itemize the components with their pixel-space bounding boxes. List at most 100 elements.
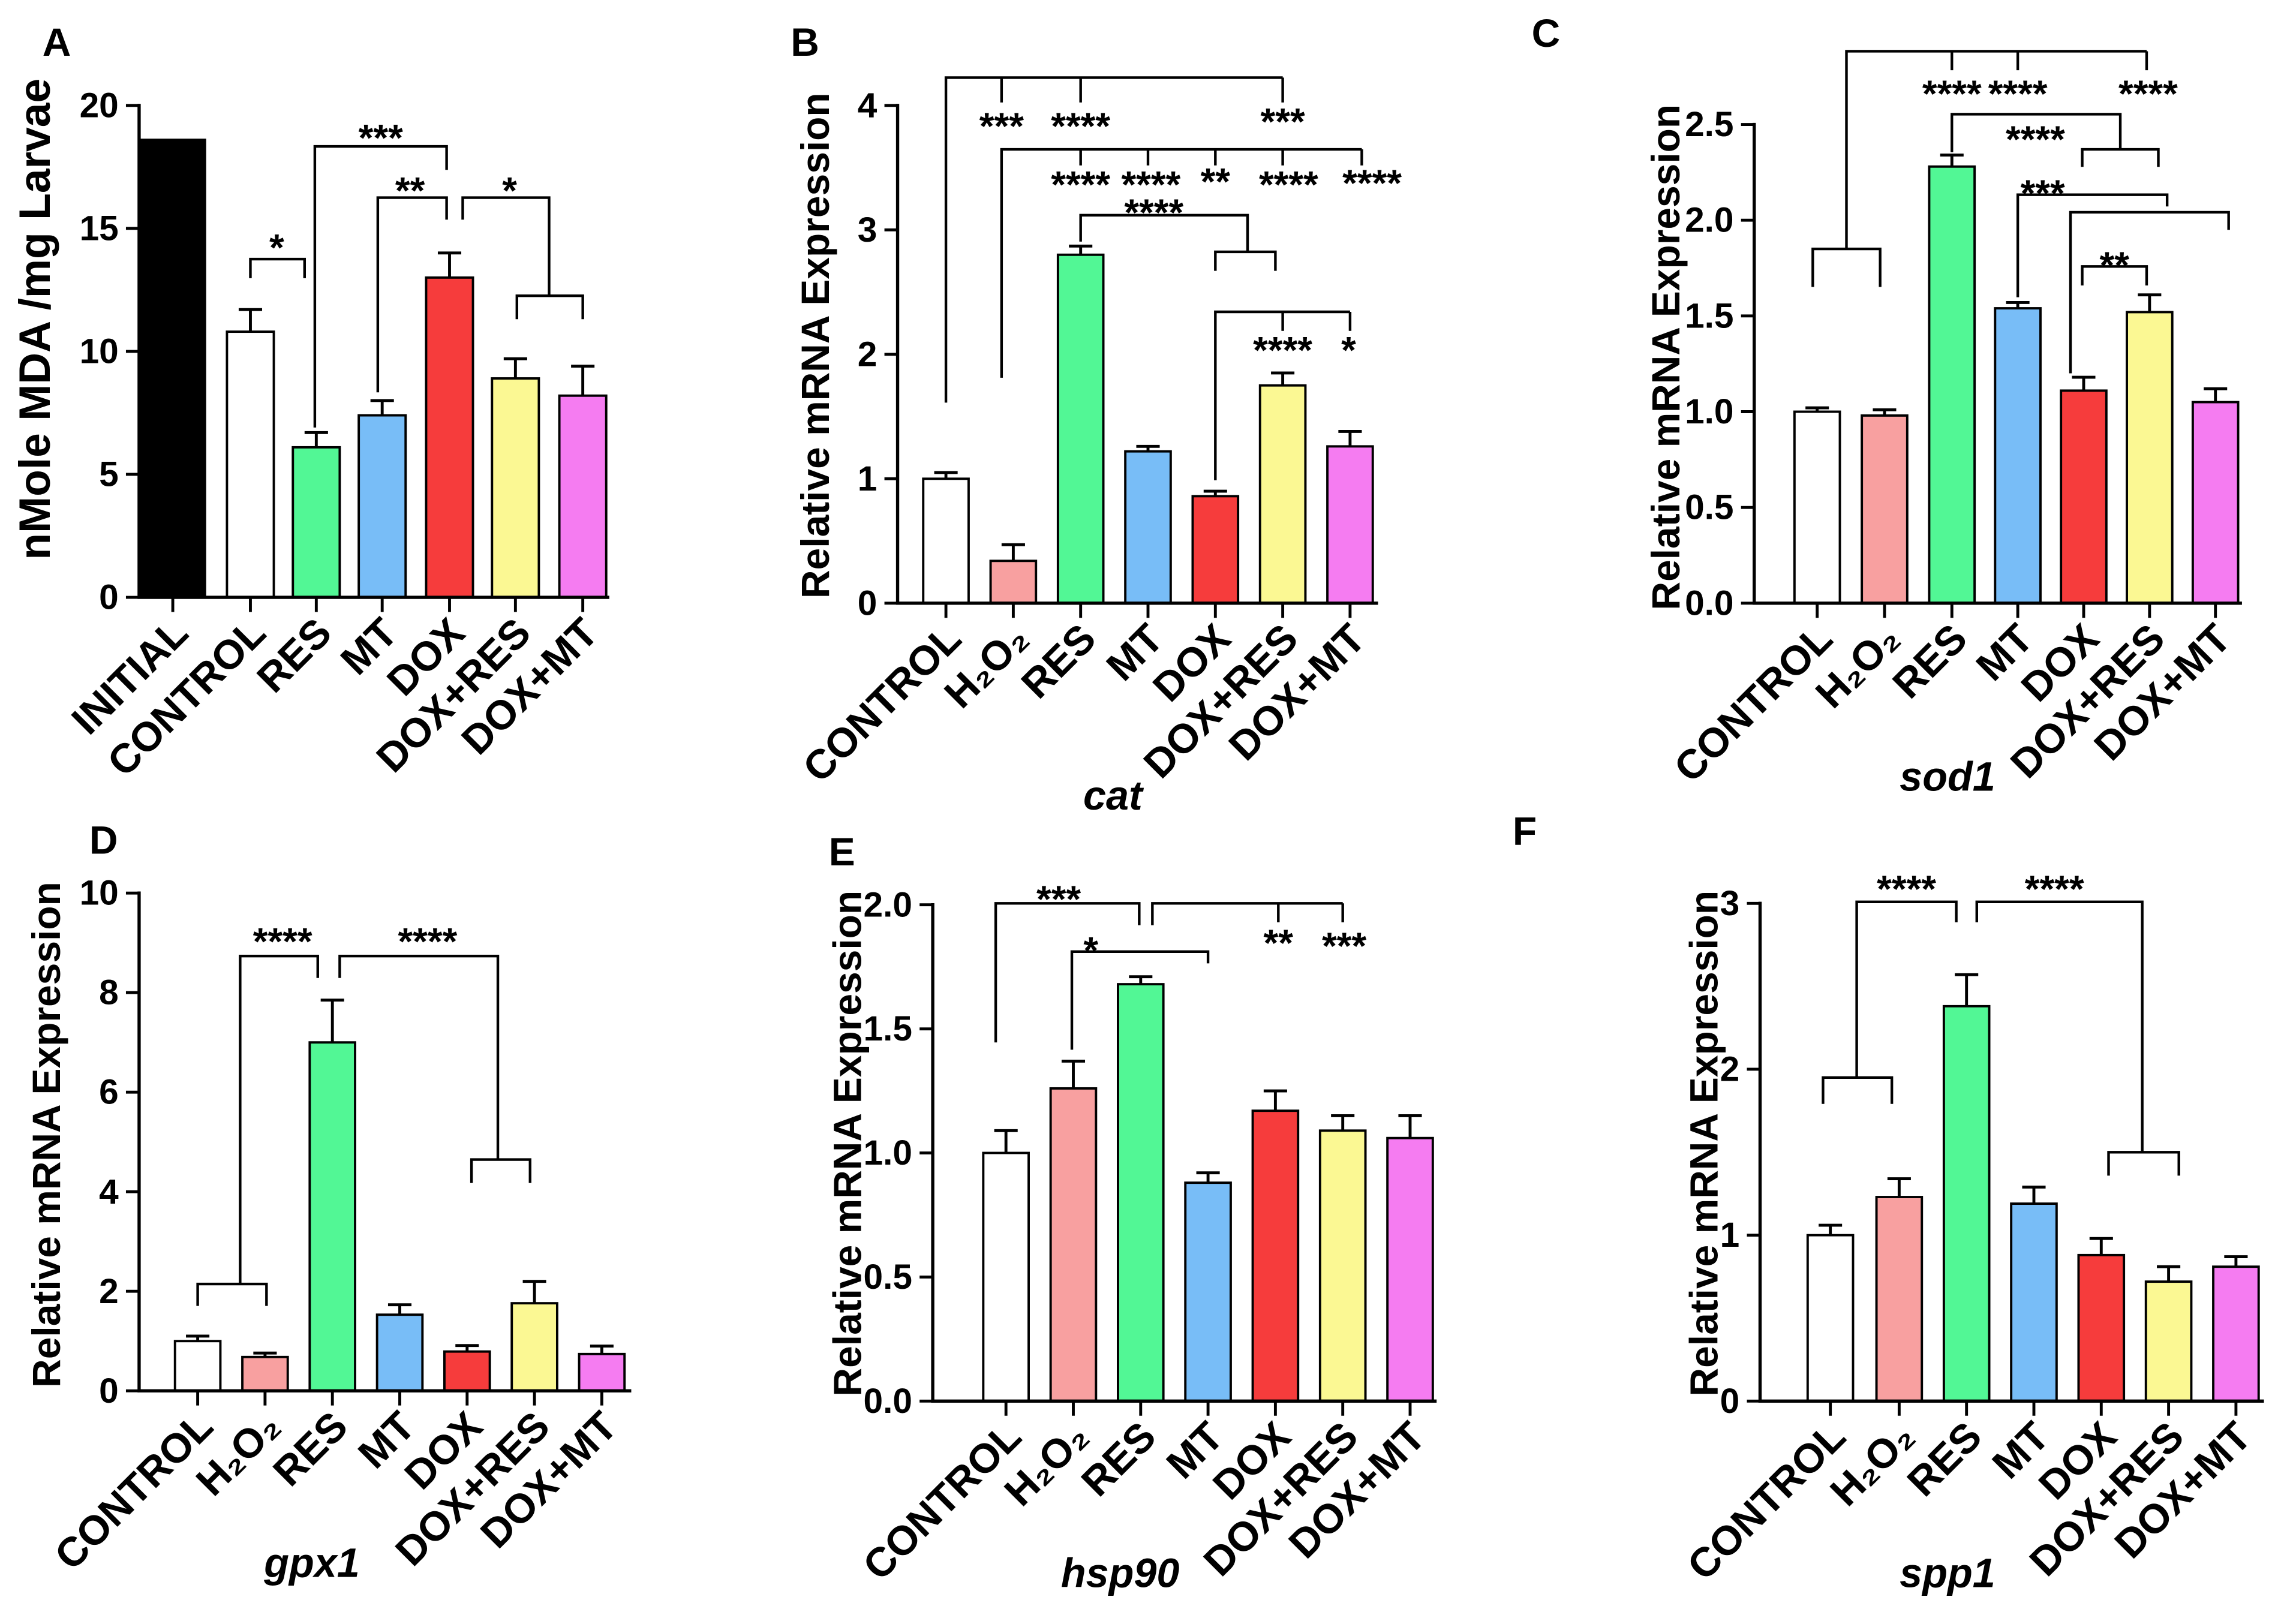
- error-bar: [1203, 489, 1227, 497]
- bar-c-h2o2: [1861, 414, 1909, 604]
- significance-label: ****: [1988, 73, 2048, 115]
- y-tick-label: 8: [99, 973, 119, 1012]
- error-bar: [1955, 973, 1979, 1006]
- significance-bracket: [1151, 902, 1344, 925]
- error-bar: [304, 431, 328, 447]
- error-bar: [2138, 293, 2162, 312]
- bar-d-mt: [375, 1313, 424, 1393]
- significance-e: *** * ** ***: [994, 879, 1366, 1050]
- y-tick-label: 5: [99, 455, 119, 494]
- significance-label: ***: [1036, 879, 1081, 921]
- y-axis-title-d: Relative mRNA Expression: [24, 882, 68, 1388]
- x-axis-title-e: hsp90: [1061, 1550, 1180, 1596]
- bar-b-res: [1056, 253, 1105, 604]
- significance-bracket: [944, 76, 1284, 403]
- bar-a-control: [226, 330, 275, 599]
- panel-label-a: A: [43, 20, 71, 64]
- y-tick-label: 2.0: [1685, 201, 1733, 240]
- significance-bracket: [376, 196, 448, 393]
- significance-b: *** **** *** **** **** ** **** **** ****…: [944, 76, 1402, 480]
- error-bar: [1069, 244, 1093, 255]
- bar-e-mt: [1184, 1181, 1232, 1403]
- error-bar: [1887, 1177, 1911, 1198]
- y-tick-label: 2: [99, 1272, 119, 1311]
- significance-label: **: [1264, 922, 1294, 964]
- bar-b-dox-plus-mt: [1326, 445, 1374, 604]
- bar-e-dox-plus-res: [1318, 1129, 1367, 1403]
- bar-d-dox-plus-res: [510, 1302, 558, 1393]
- bar-a-res: [291, 446, 341, 599]
- significance-bracket: [2081, 265, 2148, 286]
- significance-label: ****: [398, 921, 457, 963]
- y-tick-label: 10: [80, 332, 119, 371]
- significance-label: ****: [253, 921, 312, 963]
- significance-label: ****: [1922, 73, 1982, 115]
- axes-f: [1758, 901, 2264, 1403]
- error-bar: [1873, 408, 1897, 416]
- error-bar: [503, 357, 527, 379]
- significance-label: ****: [1342, 163, 1402, 204]
- error-bar: [1196, 1171, 1220, 1183]
- significance-label: ***: [2021, 173, 2065, 215]
- significance-label: ***: [979, 106, 1024, 148]
- error-bar: [1398, 1114, 1422, 1138]
- significance-bracket: [1822, 900, 1958, 1104]
- panel-label-d: D: [89, 817, 118, 862]
- error-bar: [994, 1129, 1018, 1153]
- significance-label: ****: [1253, 329, 1312, 371]
- error-bar: [1001, 543, 1025, 561]
- error-bar: [1338, 430, 1362, 447]
- significance-label: ****: [1124, 192, 1183, 234]
- axes-b: [895, 104, 1378, 605]
- y-tick-label: 10: [80, 874, 119, 913]
- bar-e-res: [1117, 983, 1165, 1403]
- significance-label: ***: [1322, 925, 1366, 967]
- x-axis-title-f: spp1: [1900, 1550, 1996, 1596]
- error-bar: [2224, 1255, 2248, 1267]
- significance-bracket: [249, 257, 306, 278]
- error-bar: [522, 1280, 546, 1304]
- significance-label: ****: [2025, 868, 2084, 910]
- bar-d-res: [308, 1041, 356, 1393]
- error-bar: [2022, 1185, 2046, 1204]
- bar-c-dox-plus-mt: [2191, 401, 2240, 604]
- x-axis-title-c: sod1: [1900, 754, 1996, 799]
- bar-d-dox: [443, 1350, 491, 1393]
- bar-e-h2o2: [1049, 1087, 1098, 1403]
- bar-b-dox: [1191, 495, 1240, 604]
- y-tick-label: 1.0: [864, 1133, 912, 1172]
- error-bar: [2072, 375, 2096, 391]
- significance-bracket: [1951, 113, 2160, 167]
- bar-e-dox-plus-mt: [1386, 1136, 1434, 1403]
- error-bar: [1331, 1114, 1355, 1131]
- significance-bracket: [338, 954, 531, 1183]
- bar-b-control: [922, 477, 970, 604]
- significance-label: ****: [1121, 164, 1180, 206]
- significance-label: *: [269, 227, 284, 269]
- significance-label: ****: [1051, 106, 1110, 148]
- error-bar: [1263, 1089, 1287, 1111]
- error-bar: [934, 471, 958, 479]
- significance-c: **** **** **** **** *** **: [1811, 50, 2230, 374]
- bar-b-dox-plus-res: [1258, 384, 1307, 604]
- y-tick-label: 1: [1720, 1216, 1740, 1255]
- bar-a-dox: [425, 276, 474, 599]
- y-axis-title-b: Relative mRNA Expression: [793, 92, 837, 599]
- y-tick-label: 0.0: [864, 1382, 912, 1421]
- significance-label: **: [2100, 245, 2130, 287]
- y-tick-label: 3: [858, 210, 877, 249]
- y-tick-label: 0: [99, 1372, 119, 1410]
- bar-c-dox-plus-res: [2126, 311, 2174, 604]
- significance-bracket: [1000, 148, 1363, 378]
- error-bar: [590, 1345, 614, 1354]
- y-axis-title-c: Relative mRNA Expression: [1643, 104, 1688, 610]
- bar-f-dox: [2077, 1253, 2126, 1403]
- significance-label: ***: [1261, 101, 1305, 143]
- bar-c-mt: [1994, 307, 2042, 604]
- bar-f-res: [1942, 1005, 1991, 1403]
- bar-f-control: [1806, 1234, 1855, 1403]
- bar-c-dox: [2060, 389, 2108, 604]
- bar-a-mt: [357, 414, 407, 599]
- y-tick-label: 1: [858, 459, 877, 498]
